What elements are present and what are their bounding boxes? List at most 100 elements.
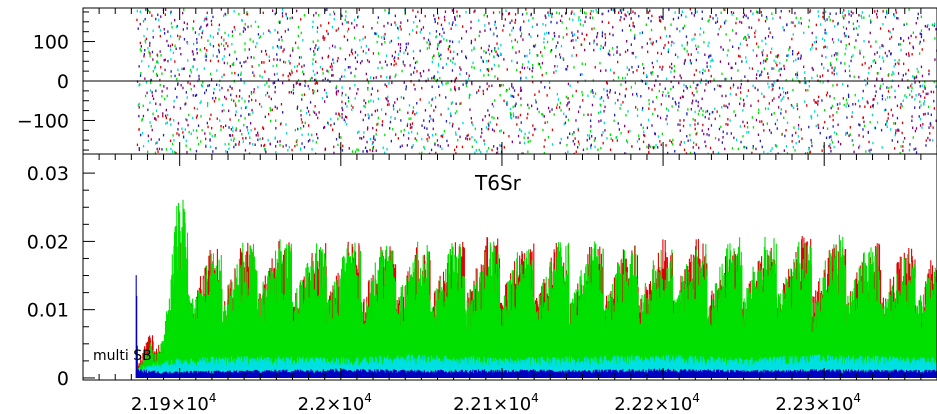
scatter-point [754,31,756,35]
scatter-point [863,40,865,43]
scatter-point [907,86,909,89]
scatter-point [480,56,482,59]
scatter-point [640,123,642,127]
scatter-point [674,150,676,153]
scatter-point [149,121,151,124]
scatter-point [531,75,533,79]
scatter-point [262,32,265,35]
scatter-point [409,64,411,67]
scatter-point [455,131,457,134]
scatter-point [368,60,370,64]
scatter-point [207,125,209,129]
scatter-point [280,103,283,106]
scatter-point [670,44,673,47]
scatter-point [155,118,157,121]
scatter-point [381,66,383,70]
scatter-point [837,140,840,144]
scatter-point [658,19,661,22]
scatter-point [692,146,694,149]
scatter-point [843,17,845,20]
scatter-point [599,110,602,113]
scatter-point [537,62,540,66]
scatter-point [764,107,767,110]
scatter-point [796,104,798,107]
scatter-point [897,129,899,132]
scatter-point [138,65,140,68]
scatter-point [139,41,141,45]
scatter-point [499,52,502,55]
scatter-point [768,129,771,132]
scatter-point [625,87,627,91]
scatter-point [660,20,662,23]
scatter-point [285,123,287,126]
scatter-point [450,88,452,91]
scatter-point [327,78,329,82]
scatter-point [679,129,681,132]
scatter-point [523,20,525,23]
scatter-point [643,133,645,137]
scatter-point [276,140,279,143]
scatter-point [297,46,299,49]
scatter-point [915,147,917,150]
scatter-point [400,130,402,133]
scatter-point [521,13,524,16]
scatter-point [706,133,708,136]
scatter-point [657,51,659,55]
scatter-point [828,144,830,148]
scatter-point [823,46,825,49]
scatter-point [913,148,915,151]
scatter-point [255,134,257,137]
scatter-point [809,150,811,154]
scatter-point [517,134,520,138]
scatter-point [519,141,521,144]
scatter-point [761,120,763,123]
scatter-point [666,122,668,126]
scatter-point [344,115,347,118]
scatter-point [503,24,505,27]
scatter-point [593,39,595,43]
scatter-point [843,103,845,107]
scatter-point [573,142,576,146]
scatter-point [411,122,414,125]
scatter-point [313,50,315,53]
scatter-point [371,142,373,146]
scatter-point [720,45,722,49]
scatter-point [248,48,250,51]
scatter-point [262,127,265,130]
scatter-point [358,130,360,133]
scatter-point [729,86,732,90]
scatter-point [223,39,225,42]
scatter-point [244,100,246,103]
scatter-point [223,55,225,58]
scatter-point [801,137,803,140]
scatter-point [482,89,484,93]
scatter-point [324,88,326,92]
scatter-point [771,147,773,150]
scatter-point [721,94,723,98]
scatter-point [887,117,889,120]
scatter-point [899,43,902,46]
scatter-point [205,55,208,58]
scatter-point [362,37,364,41]
scatter-point [302,125,305,128]
scatter-point [866,77,869,80]
scatter-point [929,132,931,135]
scatter-point [621,29,624,32]
scatter-point [870,65,872,68]
scatter-point [180,84,182,87]
scatter-point [769,31,771,34]
scatter-point [386,103,389,107]
scatter-point [200,84,203,87]
scatter-point [482,60,484,63]
scatter-point [389,41,391,44]
scatter-point [691,12,693,15]
scatter-point [231,34,234,37]
scatter-point [665,118,667,121]
scatter-point [609,148,612,151]
scatter-point [383,24,385,28]
scatter-point [187,81,189,84]
scatter-point [408,33,411,36]
scatter-point [163,59,165,62]
scatter-point [416,25,418,28]
scatter-point [316,82,319,85]
